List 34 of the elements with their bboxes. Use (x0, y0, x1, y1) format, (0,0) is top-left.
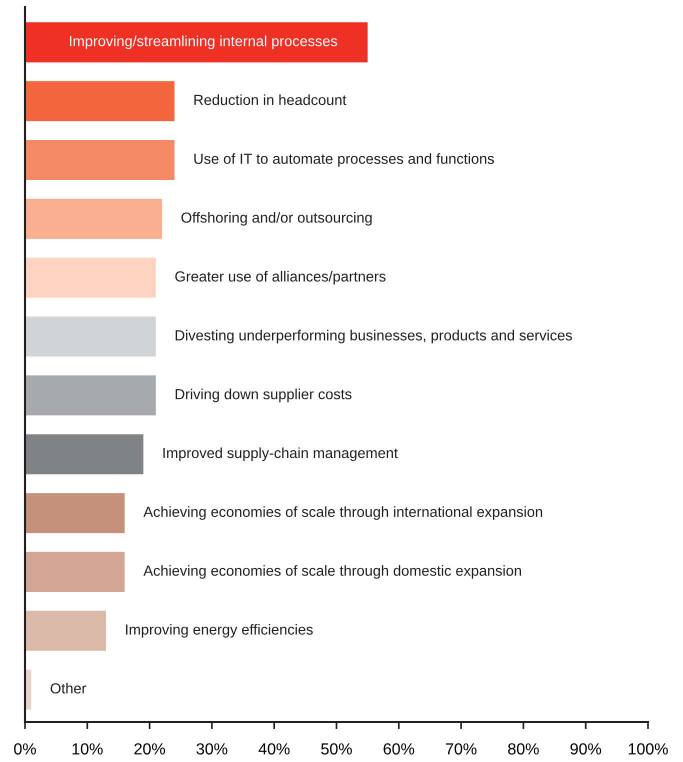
x-tick-label: 20% (134, 743, 166, 755)
y-tick-label: Offshoring and/or outsourcing (181, 212, 372, 226)
bar (25, 375, 156, 416)
y-tick-label: Achieving economies of scale through international expansion (143, 506, 542, 520)
x-tick-label: 0% (14, 743, 36, 755)
bar (25, 198, 162, 239)
x-tick-label: 50% (321, 743, 352, 755)
y-tick-label: Driving down supplier costs (176, 388, 352, 402)
bar (25, 316, 156, 357)
bar (25, 258, 156, 298)
bar (25, 493, 125, 534)
bar (25, 22, 368, 62)
y-tick-label: Other (50, 682, 86, 694)
bar (25, 610, 106, 651)
bar (25, 552, 125, 592)
bar (25, 140, 175, 180)
y-tick-label: Use of IT to automate processes and functions (194, 153, 494, 167)
y-tick-label: Achieving economies of scale through domestic expansion (143, 565, 521, 579)
x-tick-label: 90% (570, 743, 602, 755)
x-tick-label: 30% (196, 743, 228, 755)
y-tick-label: Greater use of alliances/partners (175, 270, 386, 284)
x-tick-label: 60% (384, 743, 414, 755)
bar (25, 81, 175, 122)
x-tick-label: 10% (72, 743, 103, 755)
x-tick-label: 70% (446, 743, 477, 755)
y-tick-label: Reduction in headcount (194, 94, 346, 106)
y-tick-label: Improved supply-chain management (163, 447, 398, 462)
y-tick-label: Improving energy efficiencies (126, 624, 313, 638)
bar (25, 434, 144, 474)
x-tick-label: 100% (628, 743, 668, 755)
y-tick-label: Divesting underperforming businesses, products and services (176, 330, 572, 344)
y-tick-label: Improving/streamlining internal processes (70, 36, 338, 50)
x-tick-label: 80% (508, 743, 539, 755)
x-tick-label: 40% (258, 743, 290, 755)
